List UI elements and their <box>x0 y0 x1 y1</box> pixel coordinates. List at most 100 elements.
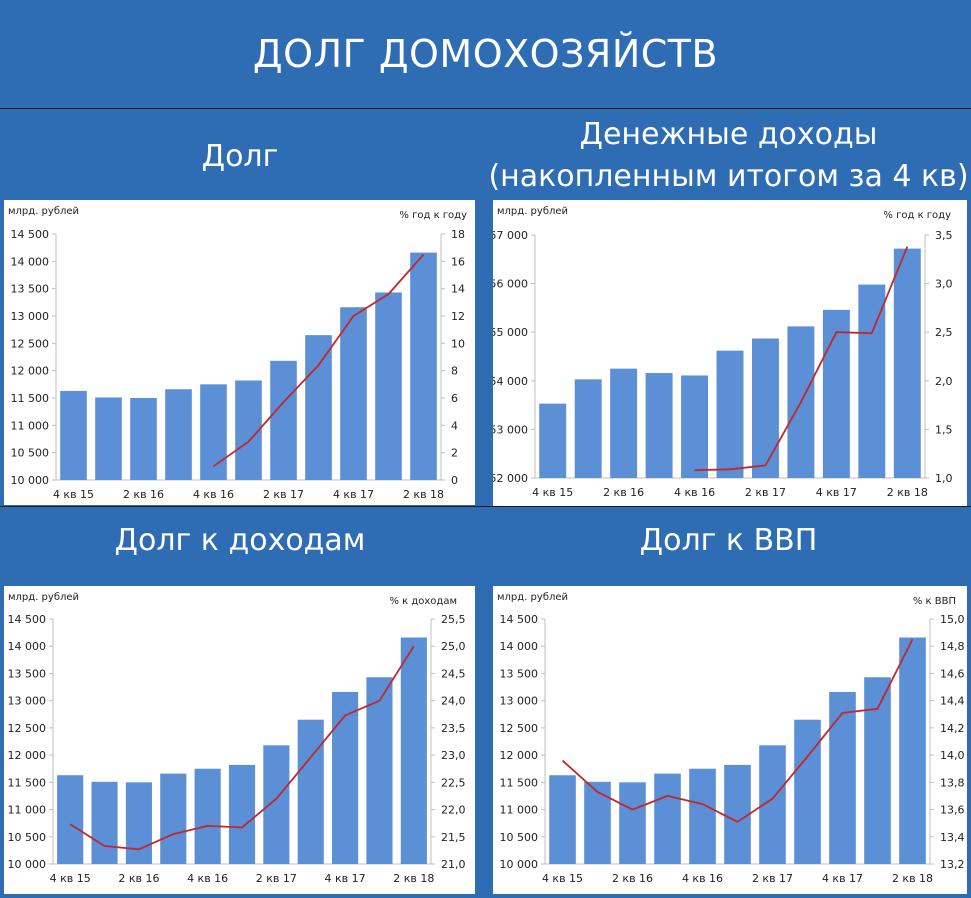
unit-left-label: млрд. рублей <box>8 206 79 217</box>
bar <box>305 335 332 480</box>
page-title: ДОЛГ ДОМОХОЗЯЙСТВ <box>252 32 719 76</box>
left-tick-label: 14 000 <box>500 640 539 653</box>
right-tick-label: 16 <box>451 255 465 268</box>
right-tick-label: 14,0 <box>940 749 965 762</box>
left-tick-label: 10 000 <box>8 858 47 871</box>
left-tick-label: 14 000 <box>11 255 50 268</box>
right-tick-label: 18 <box>451 228 465 241</box>
x-tick-label: 2 кв 18 <box>403 488 444 501</box>
right-tick-label: 12 <box>451 310 465 323</box>
right-tick-label: 14,8 <box>940 640 965 653</box>
heading-income: Денежные доходы (накопленным итогом за 4… <box>486 114 971 198</box>
left-tick-label: 55 000 <box>493 326 528 339</box>
bar <box>549 775 576 864</box>
right-tick-label: 10 <box>451 337 465 350</box>
left-tick-label: 14 000 <box>8 640 47 653</box>
left-tick-label: 14 500 <box>8 613 47 626</box>
bar <box>400 637 427 864</box>
right-tick-label: 25,0 <box>441 640 466 653</box>
left-tick-label: 13 000 <box>11 310 50 323</box>
bar <box>645 373 673 478</box>
left-tick-label: 10 500 <box>8 831 47 844</box>
x-tick-label: 2 кв 17 <box>263 488 304 501</box>
left-tick-label: 13 000 <box>8 695 47 708</box>
x-tick-label: 2 кв 17 <box>752 872 793 885</box>
unit-left-label: млрд. рублей <box>497 206 568 217</box>
x-tick-label: 4 кв 15 <box>532 486 573 499</box>
bar <box>539 403 567 478</box>
bar <box>194 768 221 864</box>
bar <box>165 389 192 480</box>
left-tick-label: 14 500 <box>11 228 50 241</box>
bar <box>270 360 297 480</box>
left-tick-label: 57 000 <box>493 229 528 242</box>
bar <box>95 397 122 480</box>
x-tick-label: 2 кв 18 <box>393 872 434 885</box>
heading-debt-to-income: Долг к доходам <box>0 520 480 562</box>
left-tick-label: 12 000 <box>11 365 50 378</box>
right-tick-label: 23,0 <box>441 749 466 762</box>
bar <box>375 292 402 480</box>
bar <box>130 398 157 480</box>
chart-debt-to-gdp: млрд. рублей % к ВВП 10 000 10 500 11 000 11 … <box>497 592 965 885</box>
right-tick-label: 21,5 <box>441 831 466 844</box>
right-tick-label: 13,4 <box>940 831 965 844</box>
bar <box>410 252 437 480</box>
unit-right-label: % год к году <box>883 210 951 221</box>
left-tick-label: 13 500 <box>500 667 539 680</box>
right-tick-label: 15,0 <box>940 613 965 626</box>
bar <box>297 719 324 864</box>
right-tick-label: 1,5 <box>935 423 953 436</box>
bar <box>340 307 367 480</box>
left-tick-label: 11 500 <box>500 776 539 789</box>
bar <box>228 764 256 864</box>
x-tick-label: 4 кв 17 <box>325 872 366 885</box>
bar <box>724 764 751 864</box>
left-tick-label: 53 000 <box>493 423 528 436</box>
left-tick-label: 13 500 <box>8 667 47 680</box>
bar <box>91 781 118 864</box>
x-tick-label: 4 кв 16 <box>193 488 234 501</box>
series-line <box>212 253 425 468</box>
bar <box>893 248 921 478</box>
left-tick-label: 12 000 <box>500 749 539 762</box>
x-tick-label: 2 кв 16 <box>118 872 159 885</box>
chart-panel-debt: млрд. рублей % год к году 10 000 10 500 11 0… <box>4 200 475 505</box>
heading-debt: Долг <box>0 136 480 178</box>
left-tick-label: 11 500 <box>11 392 50 405</box>
right-tick-label: 3,5 <box>935 229 953 242</box>
left-tick-label: 13 500 <box>11 283 50 296</box>
right-tick-label: 13,8 <box>940 776 965 789</box>
left-tick-label: 11 000 <box>8 804 47 817</box>
left-tick-label: 12 000 <box>8 749 47 762</box>
left-tick-label: 12 500 <box>8 722 47 735</box>
series-line <box>694 246 909 472</box>
right-tick-label: 14 <box>451 283 465 296</box>
right-tick-label: 2,0 <box>935 375 953 388</box>
x-tick-label: 2 кв 17 <box>745 486 786 499</box>
right-tick-label: 6 <box>451 392 458 405</box>
x-tick-label: 4 кв 17 <box>333 488 374 501</box>
x-tick-label: 4 кв 15 <box>53 488 94 501</box>
right-tick-label: 13,6 <box>940 804 965 817</box>
unit-left-label: млрд. рублей <box>8 592 79 603</box>
bar <box>366 677 393 864</box>
heading-line: Денежные доходы <box>579 117 878 152</box>
right-tick-label: 4 <box>451 419 458 432</box>
right-tick-label: 14,6 <box>940 667 965 680</box>
divider <box>0 108 971 109</box>
chart-debt-to-income: млрд. рублей % к доходам 10 000 10 500 11 00… <box>8 592 466 885</box>
left-tick-label: 14 500 <box>500 613 539 626</box>
left-tick-label: 11 000 <box>500 804 539 817</box>
x-tick-label: 2 кв 18 <box>892 872 933 885</box>
bar <box>332 691 359 864</box>
right-tick-label: 23,5 <box>441 722 466 735</box>
right-tick-label: 24,0 <box>441 695 466 708</box>
bar <box>822 309 850 478</box>
bar <box>160 773 187 864</box>
right-tick-label: 3,0 <box>935 278 953 291</box>
x-tick-label: 2 кв 16 <box>612 872 653 885</box>
x-tick-label: 4 кв 15 <box>50 872 91 885</box>
bar <box>899 637 926 864</box>
bar <box>794 719 821 864</box>
